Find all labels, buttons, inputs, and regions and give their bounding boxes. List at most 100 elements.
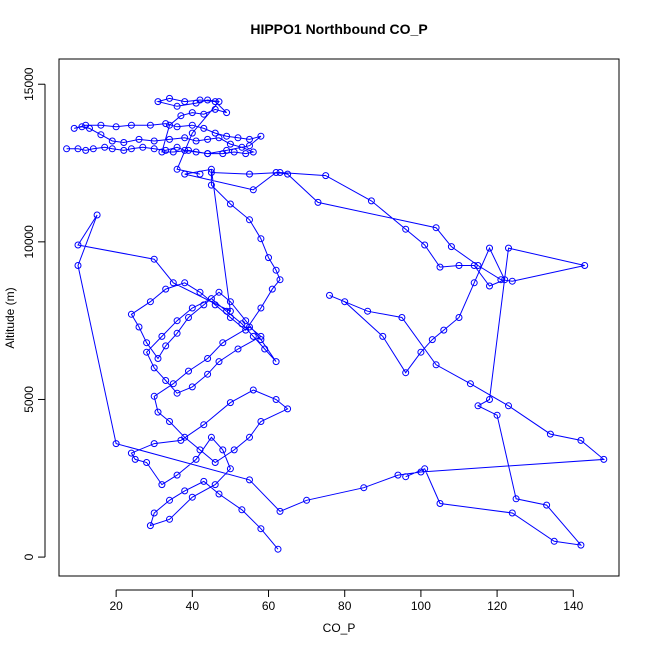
data-point	[154, 98, 162, 106]
data-point	[428, 336, 436, 344]
data-point	[127, 310, 135, 318]
data-point	[246, 433, 253, 441]
data-point	[192, 148, 200, 156]
data-point	[257, 418, 265, 425]
data-point	[432, 361, 440, 369]
chart-title: HIPPO1 Northbound CO_P	[250, 21, 427, 37]
data-point	[139, 143, 147, 151]
data-point	[166, 94, 173, 102]
data-point	[508, 277, 516, 285]
data-point	[173, 165, 181, 173]
data-point	[166, 135, 173, 143]
data-point	[127, 449, 135, 457]
data-point	[97, 121, 105, 129]
data-point	[74, 262, 82, 269]
data-point	[447, 243, 455, 251]
data-point	[188, 493, 196, 501]
data-point	[360, 484, 368, 492]
x-axis: 20 40 60 80 100 120 140	[109, 589, 584, 613]
data-point	[200, 421, 208, 429]
data-point	[234, 134, 242, 142]
data-point	[70, 124, 78, 132]
data-point	[402, 225, 410, 233]
data-point	[185, 314, 192, 321]
data-point	[181, 433, 189, 441]
data-point	[112, 440, 120, 448]
data-point	[379, 332, 387, 340]
data-point	[146, 121, 154, 129]
data-point	[432, 224, 440, 232]
data-point	[470, 279, 478, 287]
data-point	[200, 301, 208, 309]
data-point	[188, 109, 196, 117]
data-point	[226, 465, 234, 473]
data-point	[314, 198, 322, 206]
data-point	[230, 446, 238, 454]
data-point	[120, 139, 128, 146]
data-point	[150, 137, 158, 145]
data-point	[188, 304, 196, 312]
data-point	[192, 99, 200, 107]
data-point	[577, 436, 585, 444]
data-point	[185, 146, 192, 154]
data-point	[166, 496, 173, 504]
data-point	[150, 364, 158, 372]
data-point	[486, 244, 493, 252]
data-point	[82, 146, 90, 154]
data-point	[143, 339, 151, 347]
data-point	[166, 515, 173, 523]
data-point	[421, 241, 429, 249]
data-point	[215, 358, 223, 366]
data-point	[326, 291, 333, 299]
data-point	[154, 355, 162, 362]
data-point	[169, 279, 177, 287]
data-point	[508, 509, 516, 517]
data-point	[276, 507, 284, 515]
data-point	[223, 146, 231, 154]
data-point	[402, 473, 410, 481]
data-point	[486, 396, 493, 403]
data-point	[169, 148, 177, 156]
y-axis-label: Altitude (m)	[3, 287, 17, 348]
data-point	[257, 336, 265, 344]
data-point	[162, 146, 170, 154]
data-point	[581, 262, 589, 269]
x-tick-label: 80	[338, 599, 352, 613]
data-point	[364, 307, 372, 315]
data-point	[211, 98, 219, 106]
data-point	[74, 241, 82, 249]
x-tick-label: 100	[411, 599, 431, 613]
data-point	[135, 323, 143, 331]
data-point	[417, 348, 425, 356]
data-point	[188, 129, 196, 137]
data-point	[268, 285, 276, 293]
data-point	[440, 326, 448, 334]
plot-area-frame	[58, 58, 620, 577]
data-point	[543, 501, 551, 509]
data-point	[89, 145, 97, 153]
data-point	[242, 317, 250, 325]
data-point	[204, 96, 212, 104]
x-tick-label: 20	[109, 599, 123, 613]
data-point	[367, 197, 375, 205]
data-point	[226, 140, 234, 148]
data-point	[169, 380, 177, 388]
data-point	[486, 282, 493, 290]
data-point	[257, 525, 265, 533]
data-point	[466, 380, 474, 388]
data-point	[402, 369, 410, 377]
data-point	[219, 339, 227, 347]
x-tick-label: 40	[186, 599, 200, 613]
data-point	[272, 396, 280, 403]
data-point	[181, 98, 189, 106]
y-tick-label: 10000	[22, 225, 36, 259]
data-point	[181, 487, 189, 495]
data-point	[146, 298, 154, 306]
data-point	[577, 541, 585, 549]
data-point	[257, 132, 265, 140]
data-point	[246, 142, 253, 150]
data-point	[546, 430, 554, 438]
data-point	[200, 124, 208, 132]
x-tick-label: 120	[487, 599, 507, 613]
